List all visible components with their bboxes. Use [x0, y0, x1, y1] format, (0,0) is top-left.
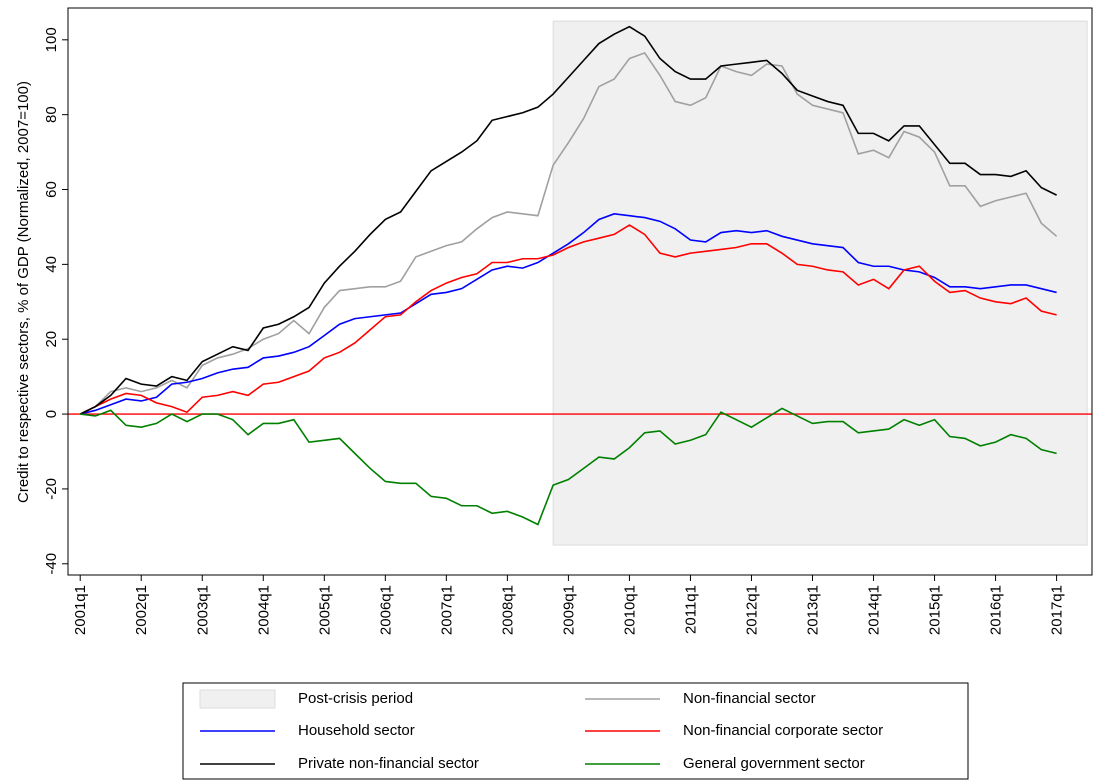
legend-label: Non-financial corporate sector: [683, 722, 883, 739]
x-tick-label: 2011q1: [682, 585, 699, 634]
x-tick-label: 2003q1: [194, 585, 211, 635]
x-tick-label: 2004q1: [255, 585, 272, 635]
x-tick-label: 2005q1: [316, 585, 333, 635]
x-tick-label: 2008q1: [499, 585, 516, 635]
x-tick-label: 2006q1: [377, 585, 394, 635]
x-tick-label: 2010q1: [621, 585, 638, 635]
legend-label: Private non-financial sector: [298, 755, 479, 772]
series-line: [80, 213, 1057, 415]
series-line: [80, 407, 1057, 526]
plot-frame: [67, 7, 1093, 576]
x-tick-label: 2016q1: [988, 585, 1005, 635]
x-tick-label: 2007q1: [438, 585, 455, 635]
y-tick-label: 60: [43, 181, 60, 198]
x-tick-label: 2014q1: [866, 585, 883, 635]
y-tick-label: 0: [43, 410, 60, 418]
x-tick-label: 2013q1: [805, 585, 822, 635]
x-tick-label: 2017q1: [1049, 585, 1066, 635]
legend-label: General government sector: [683, 755, 865, 772]
series-line: [79, 224, 1057, 415]
x-tick-label: 2012q1: [743, 585, 760, 635]
legend-label: Household sector: [298, 722, 415, 739]
x-tick-label: 2002q1: [133, 585, 150, 635]
y-tick-label: 20: [43, 331, 60, 348]
y-axis-label: Credit to respective sectors, % of GDP (…: [15, 81, 32, 503]
legend-box: [182, 682, 969, 780]
y-tick-label: 100: [43, 27, 60, 52]
y-tick-label: -40: [43, 553, 60, 575]
y-tick-label: 80: [43, 106, 60, 123]
legend-swatch: [199, 689, 276, 709]
series-line: [79, 25, 1057, 415]
legend-label: Non-financial sector: [683, 690, 816, 707]
x-tick-label: 2001q1: [72, 585, 89, 635]
x-tick-label: 2015q1: [927, 585, 944, 635]
y-tick-label: 40: [43, 256, 60, 273]
series-line: [79, 51, 1058, 415]
x-tick-label: 2009q1: [560, 585, 577, 635]
legend-label: Post-crisis period: [298, 690, 413, 707]
shade-region: [552, 20, 1088, 546]
y-tick-label: -20: [43, 478, 60, 500]
